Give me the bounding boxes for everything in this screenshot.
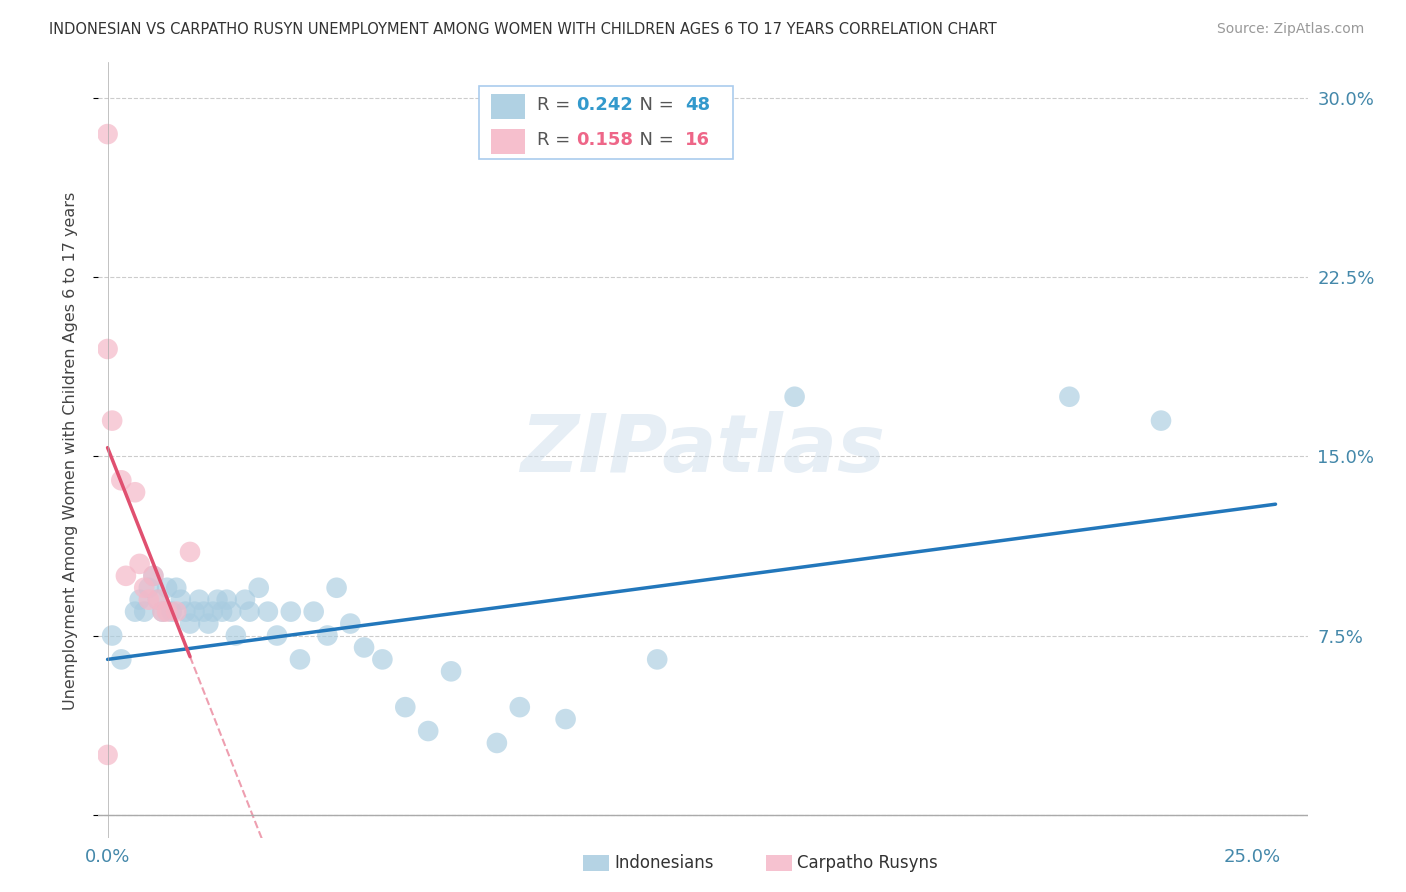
Text: 0.158: 0.158 bbox=[576, 131, 633, 149]
Text: INDONESIAN VS CARPATHO RUSYN UNEMPLOYMENT AMONG WOMEN WITH CHILDREN AGES 6 TO 17: INDONESIAN VS CARPATHO RUSYN UNEMPLOYMEN… bbox=[49, 22, 997, 37]
Point bbox=[174, 605, 197, 619]
Point bbox=[101, 414, 124, 428]
FancyBboxPatch shape bbox=[479, 86, 734, 160]
Text: R =: R = bbox=[537, 96, 576, 114]
Point bbox=[233, 592, 256, 607]
Point bbox=[101, 628, 124, 642]
Text: 48: 48 bbox=[685, 96, 710, 114]
Point bbox=[325, 581, 347, 595]
Point bbox=[288, 652, 311, 666]
Point bbox=[134, 605, 156, 619]
Point bbox=[201, 605, 224, 619]
Point bbox=[485, 736, 508, 750]
Point bbox=[142, 569, 165, 583]
Point bbox=[280, 605, 302, 619]
Point bbox=[128, 557, 150, 571]
Point bbox=[371, 652, 394, 666]
Point bbox=[97, 747, 120, 762]
Point bbox=[160, 605, 183, 619]
Point bbox=[110, 652, 132, 666]
Point bbox=[783, 390, 806, 404]
Point bbox=[156, 581, 179, 595]
Point bbox=[302, 605, 325, 619]
Point bbox=[239, 605, 262, 619]
Point bbox=[138, 581, 160, 595]
Text: 16: 16 bbox=[685, 131, 710, 149]
Point bbox=[219, 605, 242, 619]
Point bbox=[266, 628, 288, 642]
Point bbox=[170, 592, 193, 607]
Point bbox=[247, 581, 270, 595]
Point bbox=[440, 665, 463, 679]
Point bbox=[353, 640, 375, 655]
Point bbox=[197, 616, 219, 631]
Text: Carpatho Rusyns: Carpatho Rusyns bbox=[797, 854, 938, 871]
Point bbox=[316, 628, 339, 642]
Point bbox=[97, 127, 120, 141]
Point bbox=[183, 605, 205, 619]
Point bbox=[124, 485, 146, 500]
Text: Indonesians: Indonesians bbox=[614, 854, 714, 871]
Point bbox=[645, 652, 668, 666]
Point bbox=[115, 569, 138, 583]
Point bbox=[1150, 414, 1173, 428]
Text: 0.242: 0.242 bbox=[576, 96, 633, 114]
Point bbox=[179, 545, 201, 559]
Point bbox=[257, 605, 280, 619]
Point bbox=[165, 605, 187, 619]
Point bbox=[152, 605, 174, 619]
Point bbox=[509, 700, 531, 714]
Point bbox=[124, 605, 146, 619]
Point bbox=[339, 616, 361, 631]
Text: N =: N = bbox=[628, 96, 679, 114]
Point bbox=[152, 605, 174, 619]
Point bbox=[110, 473, 132, 487]
Point bbox=[179, 616, 201, 631]
Point bbox=[394, 700, 416, 714]
Point bbox=[554, 712, 576, 726]
Point bbox=[138, 592, 160, 607]
Point bbox=[165, 581, 187, 595]
Point bbox=[134, 581, 156, 595]
Point bbox=[215, 592, 238, 607]
Text: R =: R = bbox=[537, 131, 576, 149]
Y-axis label: Unemployment Among Women with Children Ages 6 to 17 years: Unemployment Among Women with Children A… bbox=[63, 192, 77, 709]
Point bbox=[146, 592, 169, 607]
Point bbox=[97, 342, 120, 356]
Point bbox=[156, 605, 179, 619]
Text: ZIPatlas: ZIPatlas bbox=[520, 411, 886, 490]
Point bbox=[193, 605, 215, 619]
Text: Source: ZipAtlas.com: Source: ZipAtlas.com bbox=[1216, 22, 1364, 37]
Point bbox=[211, 605, 233, 619]
Point bbox=[188, 592, 211, 607]
Point bbox=[128, 592, 150, 607]
Point bbox=[1059, 390, 1081, 404]
Bar bbox=[492, 95, 526, 120]
Point bbox=[207, 592, 229, 607]
Text: N =: N = bbox=[628, 131, 679, 149]
Point bbox=[418, 724, 440, 739]
Bar bbox=[492, 129, 526, 154]
Point bbox=[146, 592, 169, 607]
Point bbox=[225, 628, 247, 642]
Point bbox=[142, 569, 165, 583]
